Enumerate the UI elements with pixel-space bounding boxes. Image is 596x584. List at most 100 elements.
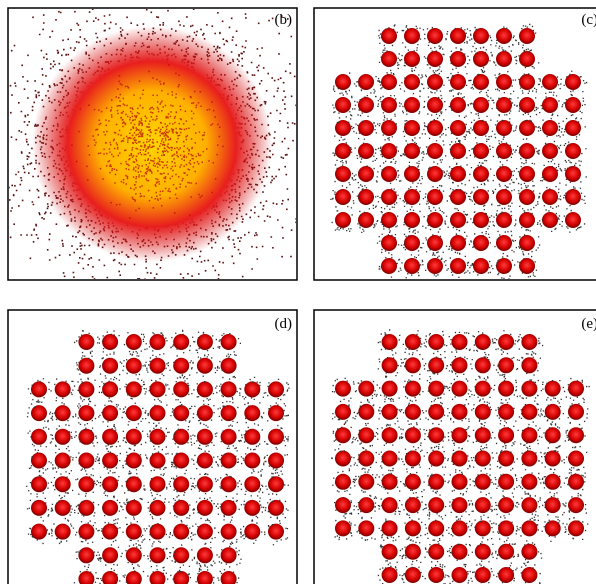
peak	[428, 544, 444, 560]
peak	[498, 567, 514, 583]
peak	[221, 334, 237, 350]
peak	[381, 143, 397, 159]
page: (b) (c) (d) (e) (() => { const data = JS…	[0, 0, 596, 584]
peak	[521, 357, 537, 373]
peak	[221, 358, 237, 374]
peak	[405, 451, 421, 467]
peak	[475, 497, 491, 513]
peak	[427, 28, 443, 44]
peak	[496, 28, 512, 44]
peak	[78, 381, 94, 397]
peak	[427, 143, 443, 159]
peak	[565, 189, 581, 205]
peak	[473, 143, 489, 159]
peak	[427, 120, 443, 136]
peak	[197, 429, 213, 445]
peak	[498, 334, 514, 350]
peak	[78, 547, 94, 563]
peak	[405, 497, 421, 513]
peak	[450, 189, 466, 205]
peak	[55, 476, 71, 492]
peak	[519, 235, 535, 251]
peak	[102, 429, 118, 445]
peak	[268, 381, 284, 397]
peak	[452, 357, 468, 373]
peak	[381, 189, 397, 205]
peak	[545, 404, 561, 420]
peak	[405, 427, 421, 443]
peak	[473, 120, 489, 136]
peak	[55, 429, 71, 445]
peak	[102, 334, 118, 350]
peak	[197, 334, 213, 350]
peak	[78, 358, 94, 374]
peak	[427, 258, 443, 274]
peak	[197, 476, 213, 492]
peak	[244, 476, 260, 492]
peak	[221, 547, 237, 563]
peak	[475, 381, 491, 397]
peak	[268, 500, 284, 516]
peak	[428, 497, 444, 513]
peak	[268, 429, 284, 445]
peak	[221, 381, 237, 397]
peak	[173, 334, 189, 350]
peak	[452, 520, 468, 536]
peak	[452, 404, 468, 420]
peak	[404, 258, 420, 274]
peak	[78, 453, 94, 469]
peak	[31, 476, 47, 492]
peak	[358, 427, 374, 443]
peak	[496, 143, 512, 159]
peak	[382, 544, 398, 560]
peak	[55, 381, 71, 397]
peak	[221, 405, 237, 421]
peak	[102, 453, 118, 469]
peak	[268, 453, 284, 469]
peak	[450, 258, 466, 274]
peak	[358, 166, 374, 182]
peak	[381, 28, 397, 44]
peak	[358, 520, 374, 536]
peak	[382, 567, 398, 583]
peak	[197, 524, 213, 540]
peak	[102, 358, 118, 374]
peak	[521, 544, 537, 560]
peak	[126, 358, 142, 374]
peak	[519, 189, 535, 205]
peak	[568, 520, 584, 536]
peak	[31, 453, 47, 469]
peak	[405, 404, 421, 420]
peak	[126, 334, 142, 350]
figure: (b) (c) (d) (e)	[0, 0, 596, 584]
peak	[335, 451, 351, 467]
peak	[496, 166, 512, 182]
peak	[475, 567, 491, 583]
peak	[542, 189, 558, 205]
panel-label: (d)	[275, 316, 293, 332]
peak	[519, 74, 535, 90]
peak	[31, 381, 47, 397]
peak	[521, 404, 537, 420]
peak	[150, 405, 166, 421]
peak	[519, 212, 535, 228]
peak	[335, 474, 351, 490]
peak	[475, 404, 491, 420]
peak	[404, 189, 420, 205]
peak	[498, 404, 514, 420]
peak	[404, 235, 420, 251]
peak	[475, 451, 491, 467]
peak	[521, 474, 537, 490]
peak	[404, 51, 420, 67]
peak	[542, 97, 558, 113]
peak	[150, 358, 166, 374]
peak	[197, 547, 213, 563]
peak	[519, 166, 535, 182]
peak	[31, 500, 47, 516]
peak	[521, 497, 537, 513]
peak	[452, 334, 468, 350]
peak	[55, 405, 71, 421]
peak	[542, 120, 558, 136]
peak	[150, 429, 166, 445]
peak	[358, 74, 374, 90]
